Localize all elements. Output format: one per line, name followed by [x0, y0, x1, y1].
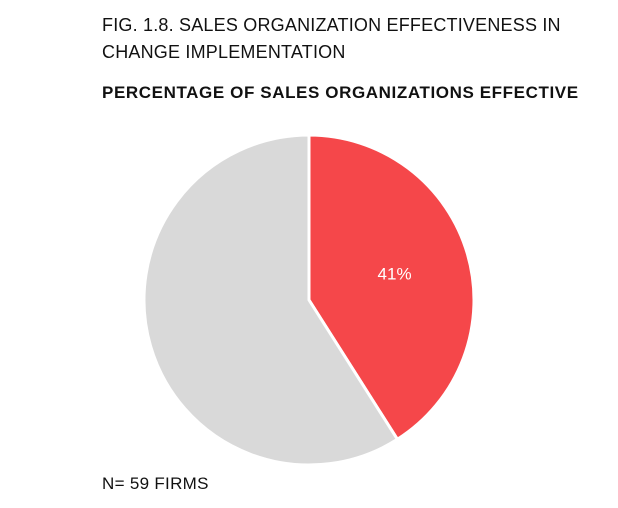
pie-slice-1 [142, 133, 399, 467]
sample-size-note: N= 59 FIRMS [102, 474, 209, 493]
pie-slice-label-0: 41% [378, 265, 412, 284]
figure-title: FIG. 1.8. SALES ORGANIZATION EFFECTIVENE… [102, 15, 561, 62]
pie-labels: 41% [378, 265, 412, 284]
pie-slices [142, 133, 476, 467]
chart-title: PERCENTAGE OF SALES ORGANIZATIONS EFFECT… [102, 83, 579, 102]
